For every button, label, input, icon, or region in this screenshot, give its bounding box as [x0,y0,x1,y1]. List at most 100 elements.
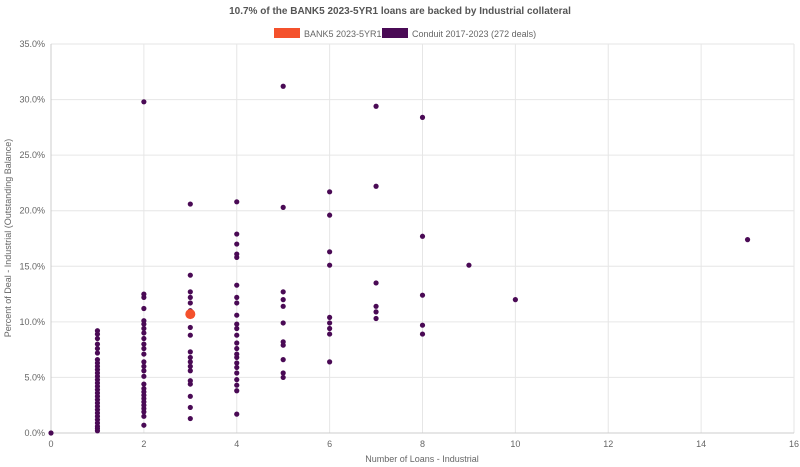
conduit-data-point[interactable] [141,305,147,312]
conduit-data-point[interactable] [234,340,240,346]
conduit-data-point[interactable] [141,422,147,428]
conduit-data-point[interactable] [327,212,333,218]
conduit-data-point[interactable] [187,359,193,365]
conduit-data-point[interactable] [327,320,333,326]
conduit-data-point[interactable] [280,303,286,309]
conduit-data-point[interactable] [141,330,147,336]
conduit-data-point[interactable] [419,233,426,239]
bank5-data-point[interactable] [185,309,196,320]
conduit-data-point[interactable] [280,357,286,363]
conduit-data-point[interactable] [141,363,147,369]
conduit-data-point[interactable] [234,251,240,257]
conduit-data-point[interactable] [234,332,240,338]
conduit-data-point[interactable] [187,368,193,374]
conduit-data-point[interactable] [234,199,240,205]
conduit-data-point[interactable] [280,374,286,381]
conduit-data-point[interactable] [187,363,193,369]
conduit-data-point[interactable] [187,324,193,331]
conduit-data-point[interactable] [141,99,147,105]
conduit-data-point[interactable] [187,300,193,306]
conduit-data-point[interactable] [327,189,333,195]
conduit-data-point[interactable] [141,368,147,374]
conduit-data-point[interactable] [187,289,193,295]
conduit-data-point[interactable] [234,388,240,394]
conduit-data-point[interactable] [234,382,240,388]
conduit-data-point[interactable] [234,325,240,332]
conduit-data-point[interactable] [280,289,286,295]
conduit-data-point[interactable] [94,357,101,363]
conduit-data-point[interactable] [327,314,333,321]
legend-item-conduit[interactable]: Conduit 2017-2023 (272 deals) [382,28,536,39]
conduit-data-point[interactable] [234,312,240,318]
conduit-data-point[interactable] [187,404,193,411]
conduit-data-point[interactable] [141,359,147,365]
conduit-data-point[interactable] [280,339,286,345]
conduit-data-point[interactable] [373,280,379,286]
conduit-data-point[interactable] [234,300,240,306]
conduit-data-point[interactable] [94,335,101,342]
conduit-data-point[interactable] [141,385,147,392]
conduit-data-point[interactable] [373,315,379,322]
conduit-data-point[interactable] [327,359,333,365]
conduit-data-point[interactable] [327,249,333,255]
conduit-data-point[interactable] [373,309,379,315]
conduit-data-point[interactable] [327,262,333,268]
conduit-data-point[interactable] [234,364,240,371]
conduit-data-point[interactable] [48,430,54,436]
conduit-data-point[interactable] [234,241,240,247]
conduit-data-point[interactable] [373,103,379,109]
conduit-data-point[interactable] [187,272,193,278]
conduit-data-point[interactable] [187,349,193,355]
conduit-data-point[interactable] [466,262,472,268]
conduit-data-point[interactable] [234,411,240,417]
conduit-data-point[interactable] [373,303,379,309]
conduit-data-point[interactable] [419,331,426,337]
conduit-data-point[interactable] [141,413,147,419]
conduit-data-point[interactable] [234,282,240,288]
conduit-data-point[interactable] [280,370,286,376]
conduit-data-point[interactable] [141,381,147,387]
conduit-data-point[interactable] [94,345,101,352]
conduit-data-point[interactable] [280,297,286,303]
conduit-data-point[interactable] [234,294,240,301]
conduit-data-point[interactable] [234,231,240,237]
legend[interactable]: BANK5 2023-5YR1 Conduit 2017-2023 (272 d… [274,28,536,39]
conduit-data-point[interactable] [327,325,333,332]
conduit-data-point[interactable] [419,322,426,328]
conduit-data-point[interactable] [419,292,426,298]
conduit-data-point[interactable] [234,377,240,383]
conduit-data-point[interactable] [94,328,101,334]
conduit-data-point[interactable] [187,415,193,422]
conduit-data-point[interactable] [234,351,240,357]
conduit-data-point[interactable] [234,321,240,327]
conduit-data-point[interactable] [234,360,240,366]
conduit-data-point[interactable] [141,291,147,297]
conduit-data-point[interactable] [141,318,147,324]
conduit-data-point[interactable] [141,335,147,342]
conduit-data-point[interactable] [234,370,240,376]
conduit-data-point[interactable] [744,237,751,243]
conduit-data-point[interactable] [187,378,193,384]
conduit-data-point[interactable] [187,332,193,338]
conduit-data-point[interactable] [234,345,240,352]
conduit-data-point[interactable] [280,320,286,326]
conduit-data-point[interactable] [187,201,193,207]
legend-item-bank5[interactable]: BANK5 2023-5YR1 [274,28,382,39]
conduit-data-point[interactable] [280,83,286,89]
conduit-data-point[interactable] [187,354,193,361]
conduit-data-point[interactable] [141,325,147,332]
conduit-data-point[interactable] [512,297,518,303]
conduit-data-point[interactable] [94,350,101,356]
conduit-data-point[interactable] [141,373,147,379]
conduit-data-point[interactable] [187,393,193,399]
conduit-data-point[interactable] [141,345,147,352]
conduit-data-point[interactable] [187,294,193,301]
conduit-data-point[interactable] [141,341,147,347]
conduit-data-point[interactable] [94,341,101,347]
conduit-data-point[interactable] [327,331,333,337]
conduit-data-point[interactable] [141,351,147,357]
conduit-data-point[interactable] [373,183,379,189]
conduit-data-point[interactable] [280,204,286,210]
conduit-data-point[interactable] [419,114,426,120]
